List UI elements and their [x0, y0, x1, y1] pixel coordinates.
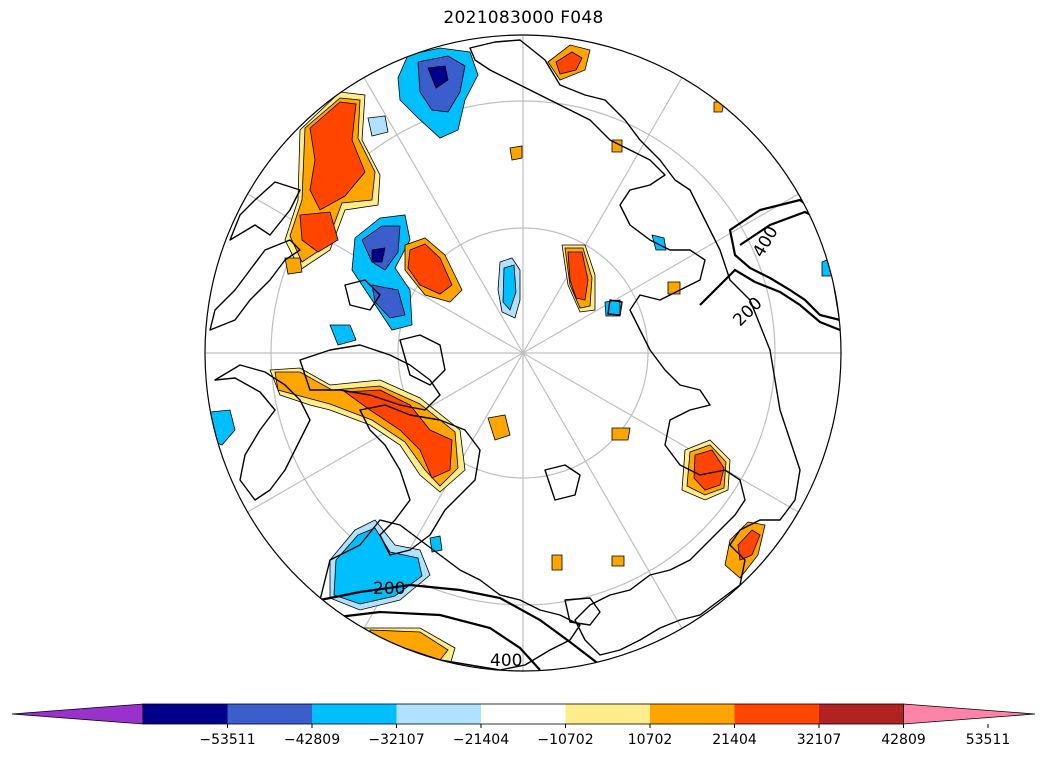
- colorbar-box: [650, 704, 735, 724]
- positive-anomaly-patch: [611, 427, 631, 441]
- positive-anomaly-patch: [284, 257, 303, 275]
- contour-line: [699, 268, 841, 332]
- meridian-line: [522, 77, 683, 354]
- positive-anomaly-patch: [309, 101, 366, 211]
- meridian-line: [363, 77, 524, 354]
- coastline: [344, 279, 381, 311]
- coastline: [214, 364, 311, 501]
- contour-label: 200: [729, 294, 766, 331]
- colorbar-tick-label: −32107: [368, 732, 424, 748]
- positive-anomaly-patch: [555, 51, 583, 75]
- coastline: [209, 239, 301, 331]
- colorbar-tick-label: −21404: [453, 732, 509, 748]
- positive-anomaly-patch: [567, 251, 589, 301]
- coastline: [359, 404, 481, 556]
- contour-label: 200: [373, 579, 405, 599]
- positive-anomaly-patch: [369, 629, 449, 661]
- contour-line: [329, 610, 541, 671]
- negative-anomaly-patch: [429, 535, 443, 553]
- coastline: [299, 344, 441, 411]
- contour-line: [739, 210, 826, 246]
- coastline: [399, 334, 446, 386]
- meridian-line: [522, 352, 799, 513]
- colorbar-tick-label: 21404: [712, 732, 757, 748]
- negative-anomaly-patch: [502, 264, 517, 311]
- map-boundary: [204, 34, 842, 672]
- positive-anomaly-patch: [611, 555, 625, 567]
- positive-anomaly-patch: [551, 554, 563, 571]
- coastlines: [209, 39, 801, 671]
- colorbar-tick-label: 32107: [797, 732, 842, 748]
- contour-label: 400: [490, 651, 522, 671]
- map-title: 2021083000 F048: [443, 8, 604, 28]
- coastline: [469, 39, 801, 656]
- positive-anomaly-patch: [693, 449, 725, 491]
- negative-anomaly-patch: [329, 324, 357, 346]
- colorbar-box: [143, 704, 228, 724]
- positive-anomaly-patch: [509, 145, 523, 161]
- meridian-lines: [205, 35, 841, 671]
- colorbar-box: [481, 704, 566, 724]
- negative-anomaly-patch: [604, 299, 621, 317]
- positive-anomaly-patch: [299, 211, 339, 253]
- contour-label: 400: [749, 223, 783, 261]
- positive-anomaly-patch: [713, 101, 725, 113]
- colorbar-tick-label: 10702: [628, 732, 673, 748]
- negative-anomaly-patch: [371, 284, 406, 319]
- colorbar-extend-min: [11, 703, 144, 725]
- coastline: [544, 464, 581, 501]
- positive-anomaly-patch: [274, 371, 459, 487]
- positive-anomaly-patch: [667, 281, 681, 295]
- positive-anomaly-patch: [407, 243, 453, 295]
- coastline: [229, 181, 301, 241]
- positive-anomaly-patch: [343, 389, 453, 479]
- colorbar-box: [565, 704, 651, 724]
- colorbar-tick-label: 53511: [966, 732, 1011, 748]
- colorbar-box: [819, 704, 904, 724]
- colorbar-box: [396, 704, 482, 724]
- colorbar-box: [734, 704, 820, 724]
- negative-anomaly-patch: [367, 115, 389, 137]
- colorbar-tick-label: −42809: [284, 732, 340, 748]
- shaded-anomaly-field: [209, 44, 833, 666]
- positive-anomaly-patch: [487, 414, 511, 441]
- negative-anomaly-patch: [371, 247, 386, 263]
- colorbar-ticks: −53511 −42809 −32107 −21404 −10702 10702 21404…: [199, 724, 1010, 748]
- colorbar-tick-label: −10702: [537, 732, 593, 748]
- contour-line: [319, 583, 601, 666]
- colorbar-outline: [142, 703, 904, 725]
- coastline: [564, 597, 601, 626]
- polar-map: 400 200 200 400: [204, 34, 842, 672]
- meridian-line: [522, 193, 799, 354]
- coastline: [607, 299, 623, 316]
- colorbar-extend-max: [903, 703, 1036, 725]
- negative-anomaly-patch: [427, 65, 449, 89]
- colorbar-box: [312, 704, 397, 724]
- colorbar-box: [227, 704, 313, 724]
- colorbar-tick-label: −53511: [199, 732, 255, 748]
- meridian-line: [522, 352, 683, 629]
- positive-anomaly-patch: [737, 529, 761, 561]
- colorbar-tick-label: 42809: [881, 732, 926, 748]
- colorbar-boxes: [11, 703, 1036, 725]
- colorbar: −53511 −42809 −32107 −21404 −10702 10702 21404…: [11, 703, 1036, 748]
